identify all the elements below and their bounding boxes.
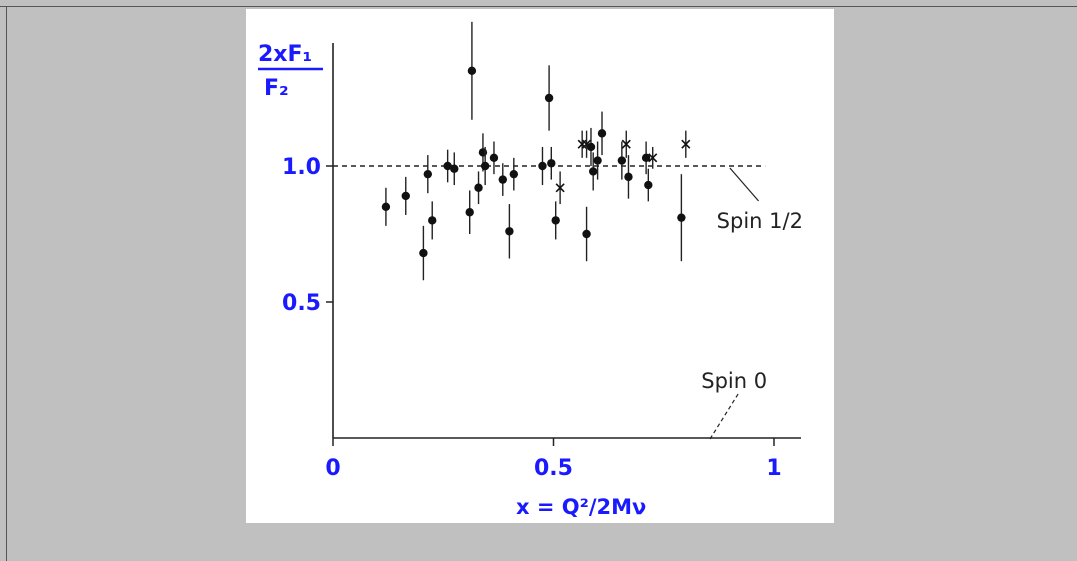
cross-point [582, 139, 592, 149]
spin-zero-label: Spin 0 [701, 369, 767, 393]
data-point [624, 172, 633, 182]
reference-lines: Spin 1/2 Spin 0 [333, 165, 803, 440]
data-point [547, 159, 556, 168]
axes [332, 43, 801, 439]
y-tick-label: 1.0 [282, 155, 321, 180]
data-point [428, 216, 437, 225]
data-point [644, 180, 653, 190]
data-point [509, 169, 519, 179]
data-point [586, 142, 596, 152]
y-axis-label: 2xF₁ F₂ [258, 42, 323, 101]
cross-stroke [621, 139, 631, 149]
data-point [597, 129, 607, 138]
x-tick-label: 1 [766, 456, 781, 481]
data-point [498, 175, 507, 184]
x-tick-label: 0.5 [534, 456, 573, 481]
cross-stroke [648, 153, 658, 163]
cross-point [621, 139, 631, 149]
data-point [381, 202, 391, 211]
data-point [450, 164, 459, 173]
data-point [505, 227, 514, 236]
y-tick-label: 0.5 [282, 291, 321, 316]
spin-half-leader [729, 167, 760, 202]
cross-point [681, 139, 691, 149]
data-point [677, 213, 686, 222]
spin-zero-leader [709, 392, 740, 440]
data-point [419, 248, 428, 258]
data-point [489, 153, 499, 163]
cross-stroke [681, 139, 691, 149]
data-points [381, 21, 691, 281]
y-label-numerator: 2xF₁ [258, 42, 312, 67]
data-point [551, 216, 560, 225]
data-point [538, 161, 547, 171]
x-axis-label: x = Q²/2Mν [516, 495, 646, 519]
window-border-left [6, 6, 7, 561]
y-label-denominator: F₂ [264, 76, 289, 101]
window-border-top [0, 6, 1077, 7]
data-point [467, 66, 477, 75]
data-point [474, 183, 483, 192]
ticks: 0 0.5 1 0.5 1.0 [282, 155, 782, 481]
figure-panel: Spin 1/2 Spin 0 0 0.5 1 0.5 1.0 2xF₁ F₂ x = Q… [246, 9, 834, 523]
x-tick-label: 0 [325, 456, 340, 481]
data-point [401, 191, 410, 201]
spin-half-label: Spin 1/2 [717, 209, 803, 233]
structure-function-ratio-chart: Spin 1/2 Spin 0 0 0.5 1 0.5 1.0 2xF₁ F₂ x = Q… [258, 21, 803, 519]
data-point [617, 156, 627, 165]
data-point [423, 169, 433, 179]
cross-stroke [582, 139, 592, 149]
data-point [480, 161, 490, 171]
cross-point [555, 183, 565, 193]
data-point [465, 208, 474, 217]
data-point [544, 93, 554, 103]
data-point [478, 148, 488, 157]
cross-point [648, 153, 658, 163]
cross-stroke [555, 183, 565, 193]
data-point [641, 153, 651, 163]
data-point [588, 167, 598, 176]
data-point [443, 161, 452, 171]
data-point [582, 229, 591, 239]
data-point [593, 156, 602, 165]
